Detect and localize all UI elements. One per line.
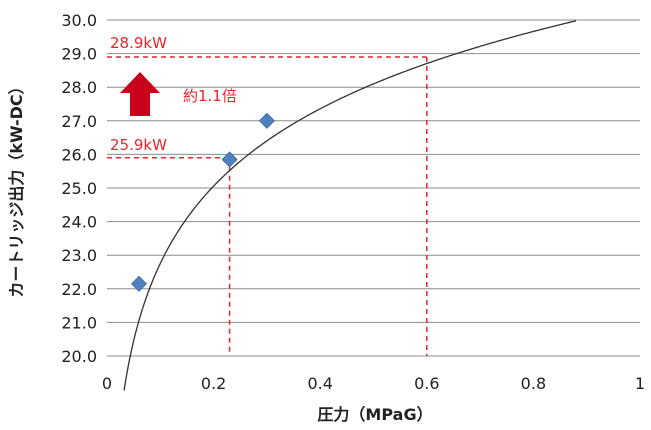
trendline — [123, 20, 577, 391]
up-arrow-icon — [120, 72, 160, 116]
y-tick-label: 23.0 — [61, 246, 97, 265]
x-tick-label: 0.8 — [521, 374, 546, 393]
annotation-high-value: 28.9kW — [110, 34, 167, 52]
y-tick-label: 30.0 — [61, 11, 97, 30]
reference-lines — [107, 56, 428, 356]
y-tick-label: 22.0 — [61, 280, 97, 299]
x-axis-title: 圧力（MPaG） — [317, 405, 432, 424]
y-tick-label: 21.0 — [61, 313, 97, 332]
x-tick-label: 0.4 — [307, 374, 332, 393]
x-tick-label: 0.2 — [201, 374, 226, 393]
y-tick-label: 28.0 — [61, 78, 97, 97]
data-point — [221, 151, 238, 168]
annotation-ratio: 約1.1倍 — [183, 87, 237, 105]
data-points — [130, 112, 275, 292]
x-tick-label: 0 — [102, 374, 112, 393]
y-tick-label: 24.0 — [61, 213, 97, 232]
x-tick-label: 0.6 — [414, 374, 439, 393]
y-tick-label: 29.0 — [61, 45, 97, 64]
x-tick-label: 1 — [635, 374, 645, 393]
grid-lines — [107, 19, 640, 357]
y-tick-label: 26.0 — [61, 145, 97, 164]
y-tick-label: 27.0 — [61, 112, 97, 131]
y-tick-label: 25.0 — [61, 179, 97, 198]
y-axis-title: カートリッジ出力（kW-DC） — [7, 78, 26, 297]
annotation-low-value: 25.9kW — [110, 136, 167, 154]
y-axis-ticks: 20.0 21.0 22.0 23.0 24.0 25.0 26.0 27.0 28.0 29.0… — [61, 11, 97, 366]
y-tick-label: 20.0 — [61, 347, 97, 366]
data-point — [130, 275, 148, 292]
x-axis-ticks: 0 0.2 0.4 0.6 0.8 1 — [102, 374, 645, 393]
data-point — [258, 112, 275, 129]
